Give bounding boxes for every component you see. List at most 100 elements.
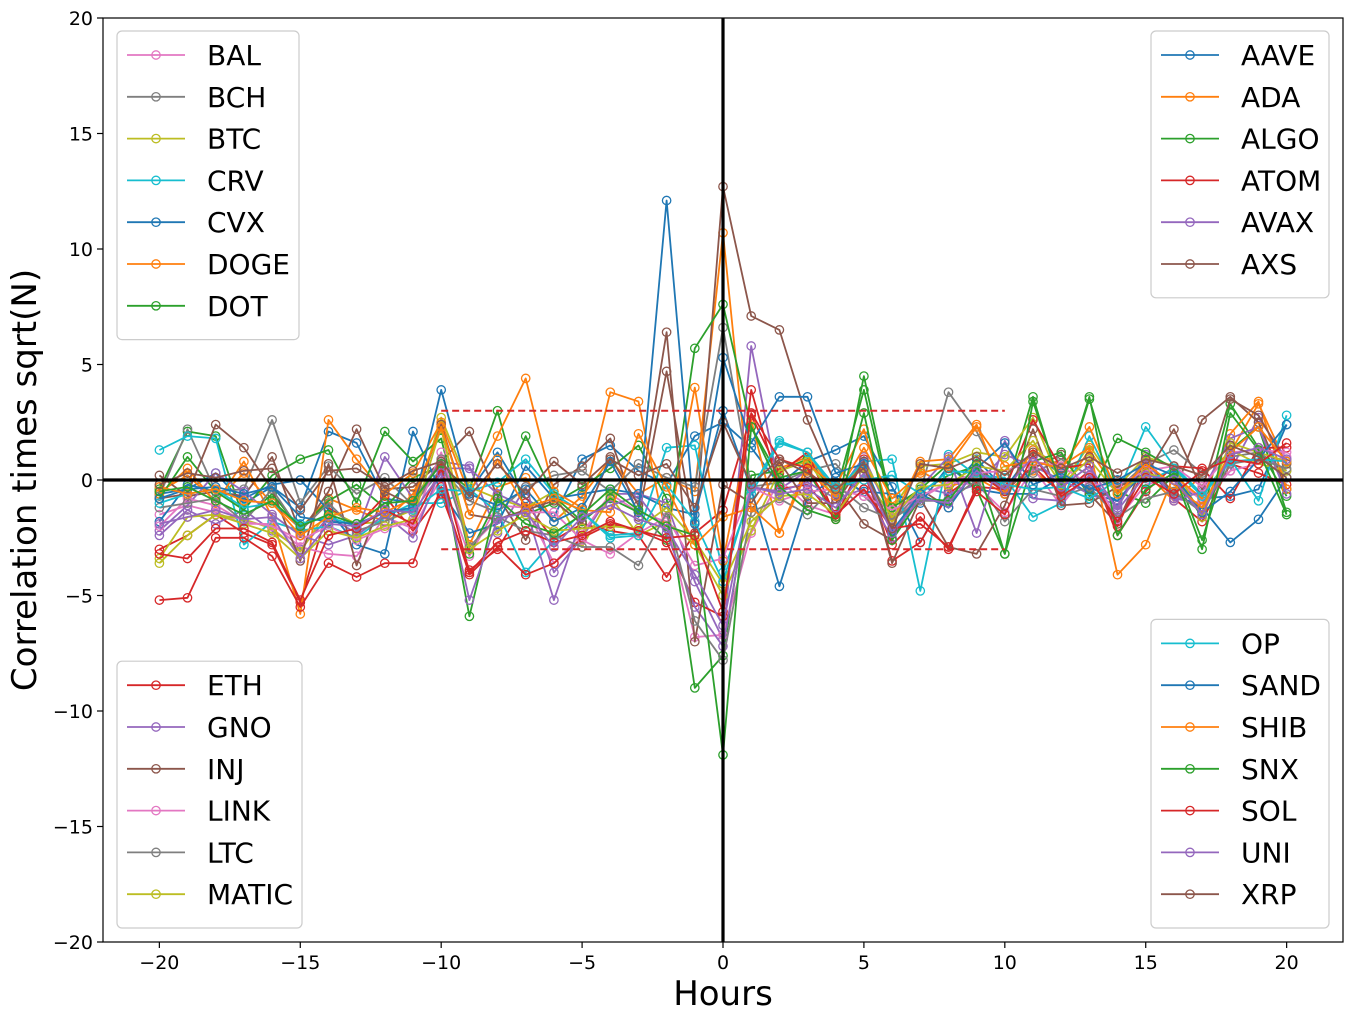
data-point (1084, 493, 1095, 504)
data-point (605, 532, 616, 543)
data-point (492, 514, 503, 525)
data-point (999, 509, 1010, 520)
data-point (267, 452, 277, 462)
data-point (689, 636, 700, 647)
data-point (1197, 509, 1207, 520)
data-point (549, 595, 559, 605)
legend-label-uni: UNI (1241, 836, 1291, 869)
legend-marker (1185, 259, 1195, 269)
legend-label-snx: SNX (1241, 753, 1299, 786)
data-point (971, 528, 982, 538)
data-point (830, 484, 841, 495)
legend-marker (151, 300, 161, 311)
data-point (605, 516, 616, 527)
data-point (464, 509, 475, 520)
data-point (295, 454, 306, 465)
data-point (774, 581, 785, 592)
data-point (1253, 495, 1264, 506)
data-point (408, 519, 418, 529)
data-point (605, 440, 616, 451)
data-point (1028, 447, 1038, 458)
data-point (577, 454, 587, 465)
data-point (520, 519, 531, 529)
data-point (830, 445, 841, 455)
data-point (633, 514, 644, 525)
data-point (1197, 491, 1207, 502)
data-point (182, 553, 193, 564)
data-point (1169, 495, 1179, 506)
data-point (689, 440, 700, 451)
data-point (267, 521, 277, 532)
data-point (1225, 493, 1236, 504)
data-point (408, 558, 418, 569)
data-point (408, 532, 418, 543)
data-point (971, 486, 982, 497)
data-point (549, 493, 559, 504)
data-point (1197, 544, 1207, 555)
y-tick-label: 10 (69, 239, 93, 261)
data-point (267, 551, 277, 562)
legend-label-aave: AAVE (1241, 39, 1315, 72)
data-point (323, 519, 334, 529)
data-point (267, 482, 277, 492)
data-point (408, 465, 418, 476)
y-tick-label: 20 (69, 8, 93, 30)
legend-marker (151, 889, 161, 900)
data-point (887, 454, 897, 465)
data-point (182, 482, 193, 492)
data-point (1253, 452, 1264, 462)
x-tick-label: −5 (568, 952, 596, 974)
data-point (1169, 424, 1179, 435)
data-point (520, 373, 531, 384)
data-point (492, 431, 503, 441)
data-point (1140, 447, 1151, 458)
data-point (802, 505, 813, 515)
legend-marker (151, 175, 161, 186)
legend-marker (151, 50, 161, 60)
legend-label-sand: SAND (1241, 669, 1321, 702)
data-point (1056, 500, 1067, 511)
data-point (859, 371, 869, 381)
data-point (1253, 468, 1264, 478)
x-tick-label: −20 (139, 952, 179, 974)
data-point (154, 486, 165, 497)
data-point (1140, 539, 1151, 550)
data-point (1056, 447, 1067, 458)
y-tick-label: 0 (81, 470, 93, 492)
legend-marker (1185, 638, 1195, 649)
data-point (605, 484, 616, 495)
data-point (379, 472, 390, 483)
data-point (436, 468, 447, 478)
data-point (549, 558, 559, 569)
y-tick-label: −15 (53, 817, 93, 839)
data-point (774, 528, 785, 538)
data-point (154, 525, 165, 536)
legend-marker (151, 680, 161, 691)
legend-marker (151, 133, 161, 144)
data-point (633, 505, 644, 515)
data-point (971, 452, 982, 462)
data-point (830, 468, 841, 478)
data-point (351, 560, 362, 571)
data-point (351, 572, 362, 582)
data-point (746, 341, 757, 351)
data-point (577, 512, 587, 522)
data-point (999, 438, 1010, 448)
data-point (464, 595, 475, 605)
data-point (1253, 514, 1264, 525)
data-point (1225, 486, 1236, 497)
data-point (267, 528, 277, 538)
data-point (323, 415, 334, 425)
data-point (605, 433, 616, 444)
data-point (1112, 489, 1123, 499)
legend-label-algo: ALGO (1241, 123, 1320, 156)
legend-label-btc: BTC (207, 123, 261, 156)
data-point (1084, 452, 1095, 462)
data-point (351, 424, 362, 435)
data-point (1112, 530, 1123, 541)
data-point (182, 512, 193, 522)
data-point (295, 512, 306, 522)
data-point (239, 523, 249, 534)
legend-label-cvx: CVX (207, 206, 265, 239)
data-point (661, 195, 672, 206)
